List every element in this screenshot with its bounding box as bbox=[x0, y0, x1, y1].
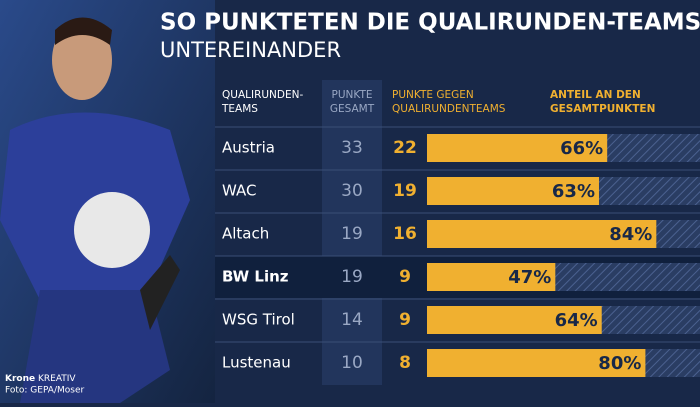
share-bar bbox=[427, 349, 646, 377]
share-label: 66% bbox=[560, 138, 603, 159]
column-header: GESAMTPUNKTEN bbox=[550, 103, 655, 115]
team: WSG Tirol bbox=[222, 311, 295, 329]
share-bar bbox=[427, 263, 556, 291]
share-bar bbox=[427, 134, 608, 162]
share-label: 80% bbox=[598, 353, 641, 374]
total: 33 bbox=[341, 138, 363, 158]
credit-brand: Krone KREATIV bbox=[5, 374, 76, 384]
share-bar bbox=[427, 177, 599, 205]
total-column-bg bbox=[322, 80, 382, 385]
vs-quali: 16 bbox=[393, 224, 417, 244]
vs-quali: 19 bbox=[393, 181, 417, 201]
share-label: 64% bbox=[555, 310, 598, 331]
team: Altach bbox=[222, 225, 269, 243]
total: 10 bbox=[341, 353, 363, 373]
column-header: TEAMS bbox=[221, 103, 258, 115]
subtitle: UNTEREINANDER bbox=[160, 38, 341, 62]
vs-quali: 8 bbox=[399, 353, 411, 373]
vs-quali: 22 bbox=[393, 138, 417, 158]
player-photo bbox=[0, 0, 215, 403]
team: Austria bbox=[222, 139, 275, 157]
total: 30 bbox=[341, 181, 363, 201]
share-label: 47% bbox=[508, 267, 551, 288]
column-header: QUALIRUNDEN- bbox=[222, 89, 303, 101]
total: 19 bbox=[341, 267, 363, 287]
title: SO PUNKTETEN DIE QUALIRUNDEN-TEAMS bbox=[160, 10, 700, 36]
share-bar bbox=[427, 220, 657, 248]
column-header: GESAMT bbox=[330, 103, 375, 115]
total: 14 bbox=[341, 310, 363, 330]
team: WAC bbox=[222, 182, 256, 200]
column-header: PUNKTE bbox=[332, 89, 373, 101]
column-header: QUALIRUNDENTEAMS bbox=[392, 103, 506, 115]
share-label: 63% bbox=[552, 181, 595, 202]
total: 19 bbox=[341, 224, 363, 244]
share-label: 84% bbox=[609, 224, 652, 245]
team: BW Linz bbox=[222, 268, 289, 286]
credit-photo: Foto: GEPA/Moser bbox=[5, 386, 84, 396]
team: Lustenau bbox=[222, 354, 291, 372]
column-header: PUNKTE GEGEN bbox=[392, 89, 474, 101]
column-header: ANTEIL AN DEN bbox=[550, 89, 641, 101]
share-bar bbox=[427, 306, 602, 334]
vs-quali: 9 bbox=[399, 267, 411, 287]
vs-quali: 9 bbox=[399, 310, 411, 330]
